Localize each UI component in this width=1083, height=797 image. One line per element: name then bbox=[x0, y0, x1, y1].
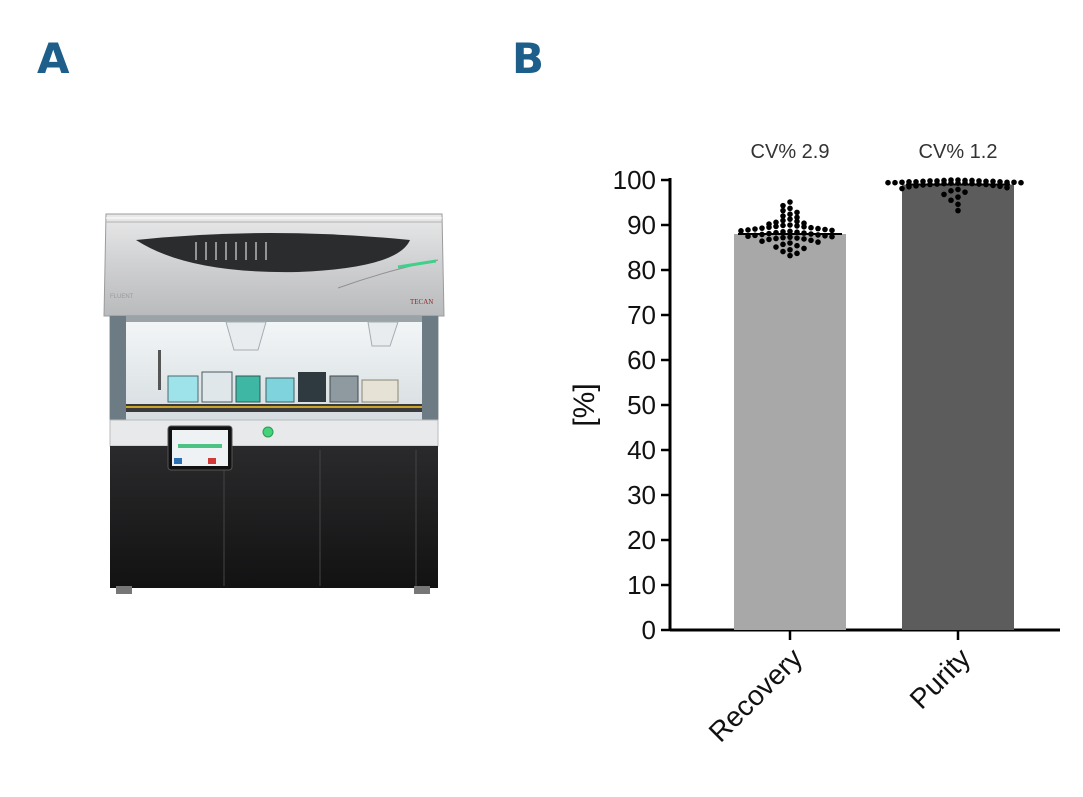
y-tick-label: 100 bbox=[613, 165, 656, 195]
data-point bbox=[899, 185, 905, 192]
data-point bbox=[941, 191, 947, 198]
panel-label-a: A bbox=[37, 34, 70, 83]
panel-label-b: B bbox=[512, 34, 545, 83]
data-point bbox=[780, 207, 786, 214]
data-point bbox=[780, 222, 786, 229]
data-point bbox=[955, 201, 961, 208]
y-tick-label: 60 bbox=[627, 345, 656, 375]
data-point bbox=[787, 240, 793, 246]
y-tick-label: 40 bbox=[627, 435, 656, 465]
x-tick-label: Recovery bbox=[703, 642, 809, 748]
data-point bbox=[801, 236, 807, 242]
model-logo: FLUENT bbox=[110, 294, 134, 300]
data-point bbox=[794, 235, 800, 241]
status-light-icon bbox=[262, 426, 274, 438]
y-tick-label: 50 bbox=[627, 390, 656, 420]
data-point bbox=[780, 248, 786, 255]
data-point bbox=[808, 224, 814, 231]
data-point bbox=[1004, 184, 1010, 191]
touchscreen-icon bbox=[167, 425, 233, 471]
data-point bbox=[794, 242, 800, 249]
data-point bbox=[829, 233, 835, 240]
bar-recovery bbox=[734, 234, 846, 630]
y-tick-label: 80 bbox=[627, 255, 656, 285]
data-point bbox=[780, 241, 786, 248]
data-point bbox=[766, 224, 772, 231]
bar-purity bbox=[902, 184, 1014, 630]
data-point bbox=[787, 234, 793, 240]
data-point bbox=[773, 219, 779, 226]
y-tick-label: 70 bbox=[627, 300, 656, 330]
y-axis-label: [%] bbox=[568, 383, 601, 426]
data-point bbox=[990, 178, 996, 185]
data-point bbox=[787, 216, 793, 222]
data-point bbox=[801, 245, 807, 252]
y-tick-label: 90 bbox=[627, 210, 656, 240]
y-tick-label: 10 bbox=[627, 570, 656, 600]
data-point bbox=[787, 205, 793, 212]
data-point bbox=[815, 239, 821, 245]
data-point bbox=[955, 194, 961, 200]
data-point bbox=[787, 211, 793, 217]
x-tick-label: Purity bbox=[904, 642, 977, 715]
data-point bbox=[759, 225, 765, 231]
data-point bbox=[913, 179, 919, 185]
data-point bbox=[997, 179, 1003, 185]
data-point bbox=[962, 189, 968, 195]
data-point bbox=[899, 179, 905, 186]
y-tick-label: 30 bbox=[627, 480, 656, 510]
data-point bbox=[745, 227, 751, 233]
data-point bbox=[808, 237, 814, 244]
data-point bbox=[892, 179, 898, 186]
cv-annotation: CV% 1.2 bbox=[919, 141, 998, 163]
data-point bbox=[787, 228, 793, 235]
data-point bbox=[759, 238, 765, 244]
cv-annotation: CV% 2.9 bbox=[751, 141, 830, 163]
data-point bbox=[794, 218, 800, 225]
data-point bbox=[794, 223, 800, 229]
data-point bbox=[1011, 179, 1017, 186]
data-point bbox=[787, 222, 793, 228]
data-point bbox=[801, 224, 807, 230]
data-point bbox=[948, 197, 954, 204]
data-point bbox=[773, 244, 779, 250]
data-point bbox=[780, 213, 786, 219]
data-point bbox=[780, 217, 786, 224]
data-point bbox=[773, 223, 779, 230]
data-point bbox=[738, 228, 744, 234]
data-point bbox=[752, 226, 758, 232]
y-tick-label: 20 bbox=[627, 525, 656, 555]
data-point bbox=[780, 234, 786, 241]
data-point bbox=[1018, 179, 1024, 186]
data-point bbox=[787, 199, 793, 205]
instrument-photo: TECAN FLUENT bbox=[103, 213, 445, 594]
data-point bbox=[829, 227, 835, 234]
data-point bbox=[885, 179, 891, 186]
data-point bbox=[955, 207, 961, 214]
data-point bbox=[780, 202, 786, 209]
deck-labware bbox=[167, 371, 399, 403]
brand-logo: TECAN bbox=[410, 298, 433, 306]
data-point bbox=[955, 186, 961, 193]
pipette-tips-graphic bbox=[195, 242, 267, 260]
data-point bbox=[948, 188, 954, 194]
data-point bbox=[773, 235, 779, 242]
data-point bbox=[794, 214, 800, 221]
data-point bbox=[787, 252, 793, 259]
data-point bbox=[787, 246, 793, 253]
data-point bbox=[794, 209, 800, 216]
data-point bbox=[794, 250, 800, 257]
data-point bbox=[766, 236, 772, 243]
data-point bbox=[822, 226, 828, 233]
y-tick-label: 0 bbox=[642, 615, 656, 645]
bar-chart: 0 10 20 30 40 50 60 70 80 90 100 [%] Recovery CV% 2.9… bbox=[568, 141, 1060, 748]
data-point bbox=[906, 179, 912, 185]
data-point bbox=[815, 225, 821, 232]
